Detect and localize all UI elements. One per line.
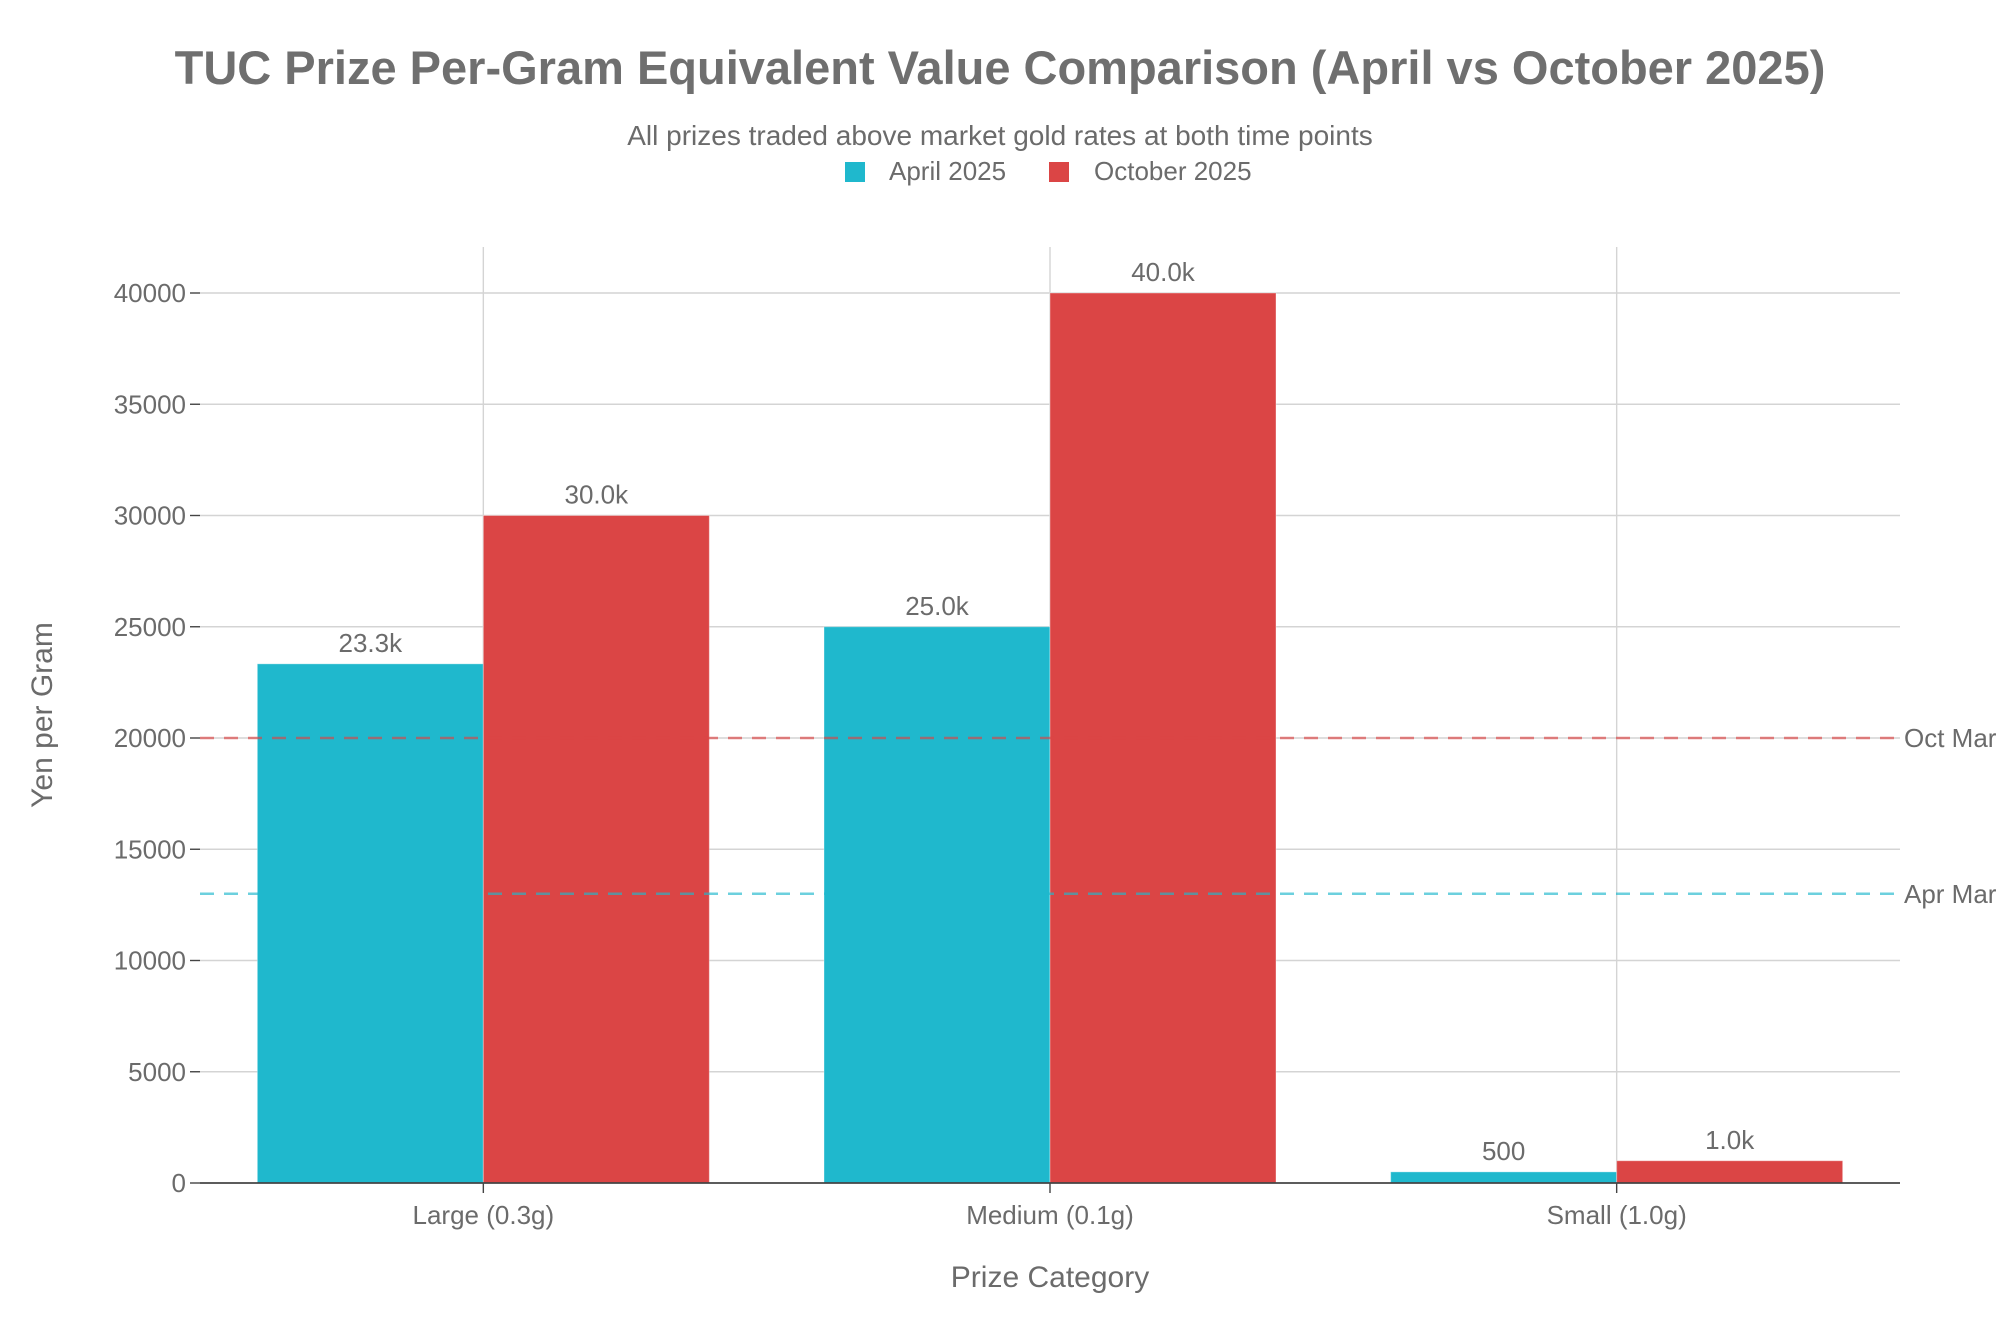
reference-line-label: Oct Mar: [1904, 723, 1997, 753]
bar-data-label: 1.0k: [1705, 1125, 1755, 1155]
bar-data-label: 30.0k: [565, 480, 630, 510]
bar-data-label: 500: [1482, 1136, 1525, 1166]
y-tick-label: 5000: [128, 1057, 186, 1087]
y-tick-label: 15000: [114, 834, 186, 864]
data-labels: 23.3k 25.0k 500 30.0k 40.0k 1.0k: [339, 257, 1756, 1166]
legend-label-april: April 2025: [889, 156, 1006, 186]
legend-swatch-april: [845, 162, 865, 182]
y-tick-label: 30000: [114, 501, 186, 531]
y-tick-label: 25000: [114, 612, 186, 642]
chart-subtitle: All prizes traded above market gold rate…: [627, 120, 1373, 151]
legend: April 2025 October 2025: [845, 156, 1252, 186]
y-tick-label: 0: [172, 1168, 186, 1198]
y-axis-title: Yen per Gram: [26, 622, 59, 808]
axes: 0 5000 10000 15000 20000 25000 30000 35000 40000…: [114, 278, 1900, 1230]
x-tick-label: Large (0.3g): [413, 1200, 555, 1230]
legend-label-october: October 2025: [1094, 156, 1252, 186]
y-tick-label: 35000: [114, 389, 186, 419]
x-tick-label: Medium (0.1g): [966, 1200, 1134, 1230]
x-axis-title: Prize Category: [951, 1261, 1149, 1294]
legend-swatch-october: [1049, 162, 1069, 182]
x-tick-label: Small (1.0g): [1547, 1200, 1687, 1230]
y-tick-label: 20000: [114, 723, 186, 753]
reference-line-label: Apr Mar: [1904, 879, 1997, 909]
bars: [256, 292, 1844, 1184]
bar-october: [482, 515, 710, 1184]
y-tick-label: 40000: [114, 278, 186, 308]
bar-data-label: 23.3k: [339, 628, 404, 658]
reference-lines: Oct Mar Apr Mar: [200, 723, 1997, 909]
bar-october: [1616, 1160, 1844, 1184]
bar-data-label: 25.0k: [905, 591, 970, 621]
bar-april: [256, 663, 484, 1184]
bar-april: [823, 626, 1051, 1184]
bar-april: [1390, 1171, 1618, 1184]
bar-data-label: 40.0k: [1131, 257, 1196, 287]
y-tick-label: 10000: [114, 946, 186, 976]
chart-title: TUC Prize Per-Gram Equivalent Value Comp…: [175, 41, 1826, 94]
